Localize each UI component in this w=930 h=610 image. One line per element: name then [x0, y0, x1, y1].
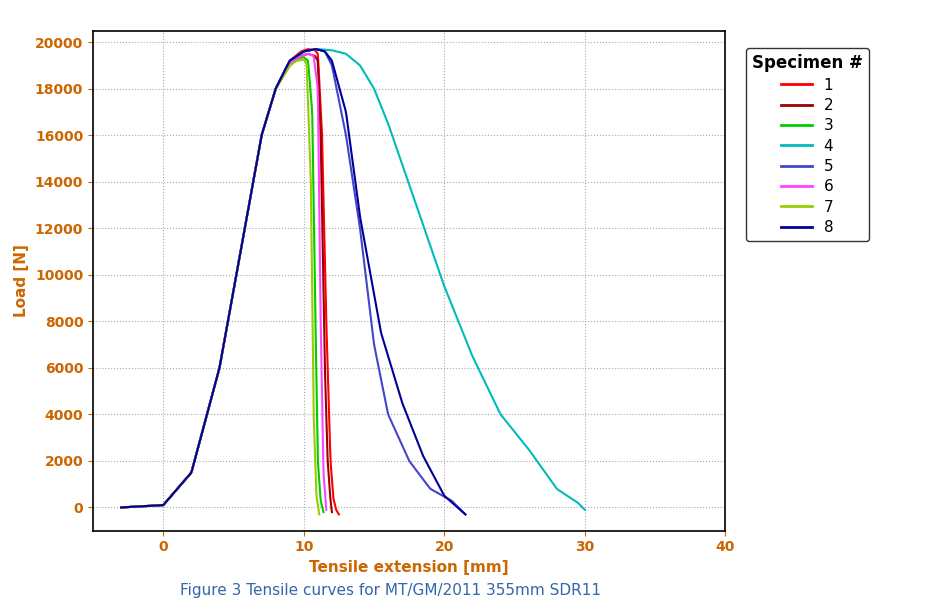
Y-axis label: Load [N]: Load [N]	[14, 244, 30, 317]
Legend: 1, 2, 3, 4, 5, 6, 7, 8: 1, 2, 3, 4, 5, 6, 7, 8	[746, 48, 869, 241]
Text: Figure 3 Tensile curves for MT/GM/2011 355mm SDR11: Figure 3 Tensile curves for MT/GM/2011 3…	[180, 583, 601, 598]
X-axis label: Tensile extension [mm]: Tensile extension [mm]	[310, 560, 509, 575]
